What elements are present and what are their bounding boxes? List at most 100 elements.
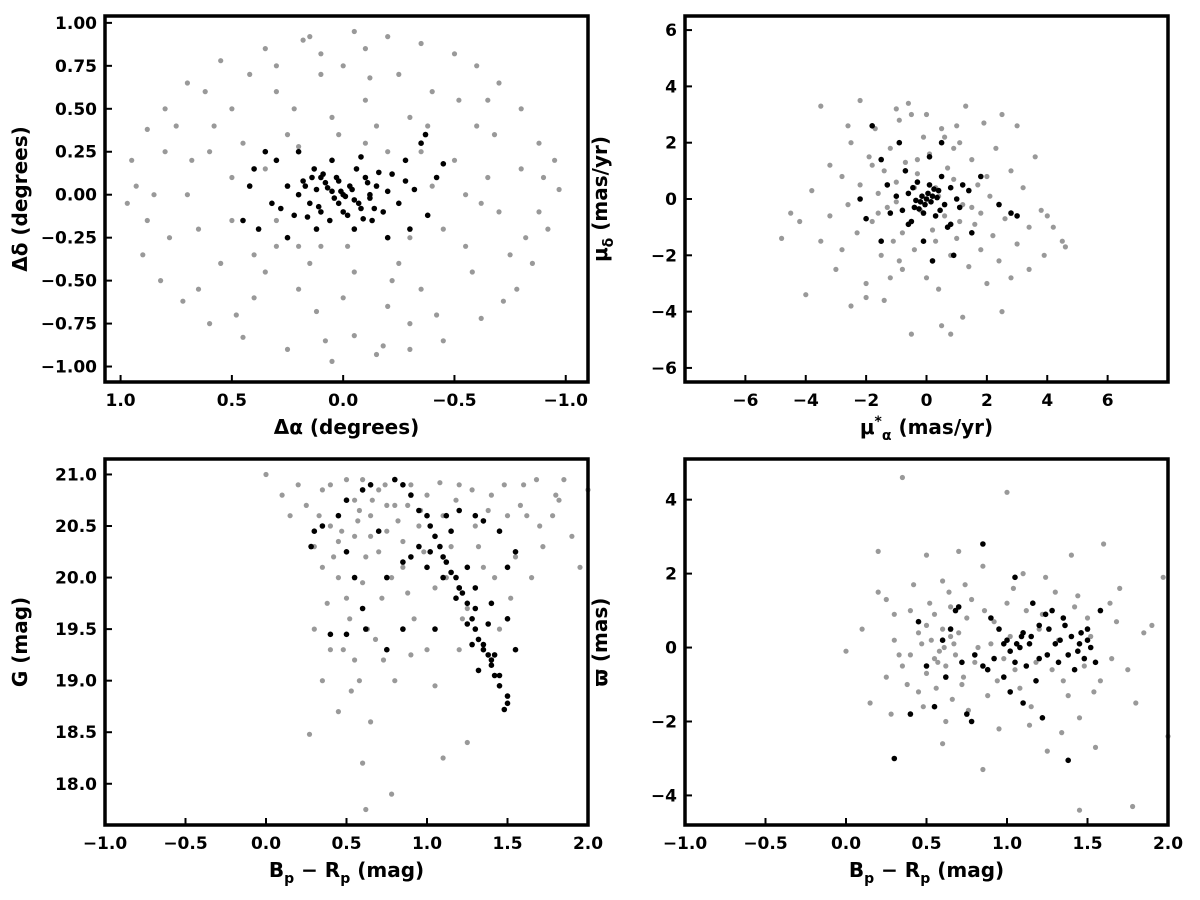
y-axis-label: ϖ (mas): [588, 598, 612, 687]
point-field: [284, 346, 291, 352]
point-field: [893, 199, 899, 205]
point-member: [931, 186, 937, 192]
point-field: [936, 648, 943, 654]
point-field: [1044, 748, 1050, 754]
point-member: [343, 631, 350, 638]
point-member: [353, 166, 360, 172]
point-field: [964, 615, 970, 621]
point-field: [941, 644, 947, 651]
point-field: [540, 544, 546, 550]
point-member: [939, 637, 946, 643]
point-field: [384, 528, 390, 534]
point-field: [1072, 604, 1078, 610]
point-field: [485, 174, 491, 181]
point-field: [859, 626, 865, 632]
point-member: [327, 631, 334, 638]
point-field: [380, 657, 387, 663]
point-field: [875, 548, 881, 555]
point-field: [407, 114, 413, 120]
point-field: [474, 123, 480, 129]
point-field: [1041, 252, 1047, 258]
point-field: [960, 314, 966, 320]
point-field: [363, 806, 369, 813]
point-field: [507, 252, 513, 258]
point-field: [936, 286, 942, 292]
point-field: [189, 157, 195, 163]
point-field: [891, 611, 897, 617]
point-field: [914, 157, 921, 163]
point-field: [491, 132, 498, 138]
point-field: [240, 334, 246, 340]
point-field: [287, 513, 293, 519]
point-field: [899, 266, 906, 272]
point-field: [218, 260, 224, 266]
point-member: [400, 559, 406, 565]
point-member: [1084, 626, 1091, 632]
point-member: [329, 188, 335, 195]
point-member: [448, 569, 454, 576]
point-member: [360, 216, 367, 222]
point-field: [980, 563, 986, 569]
point-member: [1071, 666, 1078, 673]
x-tick-label: 0.5: [217, 391, 247, 411]
point-member: [367, 482, 374, 488]
point-member: [485, 621, 492, 627]
point-field: [540, 174, 547, 181]
point-member: [322, 179, 329, 186]
point-field: [469, 269, 475, 275]
point-field: [1028, 704, 1034, 710]
point-member: [284, 183, 291, 189]
point-field: [923, 552, 930, 558]
point-field: [488, 492, 494, 498]
point-member: [432, 533, 438, 540]
y-tick-label: −2: [651, 246, 677, 266]
point-field: [322, 338, 328, 344]
point-field: [396, 260, 402, 266]
point-member: [1012, 574, 1018, 581]
point-field: [459, 616, 465, 622]
y-tick-label: −0.75: [41, 315, 97, 335]
point-field: [1101, 541, 1107, 547]
point-field: [884, 204, 890, 210]
point-field: [405, 590, 411, 596]
point-field: [907, 652, 914, 658]
point-field: [899, 230, 906, 236]
point-member: [950, 252, 957, 259]
point-field: [389, 278, 395, 284]
point-field: [1033, 659, 1039, 665]
point-field: [1010, 585, 1017, 592]
point-field: [327, 647, 333, 653]
point-member: [375, 528, 382, 534]
point-member: [380, 209, 387, 215]
point-field: [432, 683, 438, 689]
point-member: [947, 221, 954, 228]
x-tick-label: 1.0: [992, 834, 1022, 854]
x-tick-label: 0.5: [331, 834, 361, 854]
point-field: [990, 233, 996, 239]
point-member: [318, 174, 324, 181]
x-tick-label: −4: [793, 391, 819, 411]
point-member: [443, 512, 450, 519]
point-field: [144, 217, 150, 224]
point-field: [496, 626, 503, 632]
series-field: [263, 471, 591, 813]
point-field: [966, 264, 972, 270]
point-member: [1076, 641, 1083, 647]
point-field: [407, 235, 413, 241]
point-field: [133, 183, 139, 189]
point-field: [1141, 630, 1147, 636]
point-member: [913, 197, 919, 204]
point-member: [959, 182, 966, 188]
point-field: [363, 554, 369, 560]
point-field: [356, 678, 362, 684]
point-member: [335, 200, 342, 207]
point-field: [994, 678, 1000, 684]
y-tick-label: 0.50: [55, 100, 97, 120]
point-field: [429, 183, 435, 189]
point-field: [887, 275, 893, 281]
point-member: [952, 607, 959, 614]
point-member: [1075, 648, 1081, 654]
point-member: [362, 174, 369, 181]
point-field: [948, 604, 954, 610]
